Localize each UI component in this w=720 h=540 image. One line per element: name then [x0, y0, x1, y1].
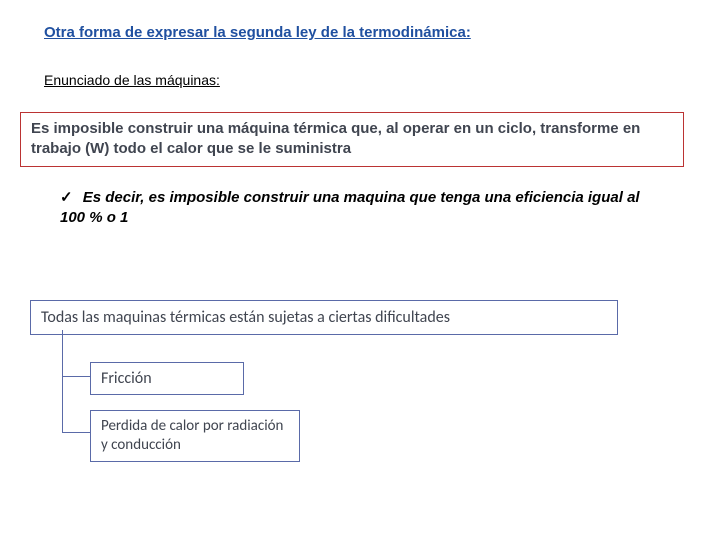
statement-box: Es imposible construir una máquina térmi… [20, 112, 684, 167]
difficulties-main-box: Todas las maquinas térmicas están sujeta… [30, 300, 618, 335]
connector-h1 [62, 376, 90, 377]
connector-h2 [62, 432, 90, 433]
page-title: Otra forma de expresar la segunda ley de… [44, 24, 471, 41]
conclusion-text: Es decir, es imposible construir una maq… [60, 189, 640, 226]
checkmark-icon: ✓ [60, 189, 73, 206]
difficulty-item-friction: Fricción [90, 362, 244, 395]
difficulty-item-heatloss: Perdida de calor por radiación y conducc… [90, 410, 300, 462]
subtitle: Enunciado de las máquinas: [44, 72, 220, 88]
conclusion-block: ✓ Es decir, es imposible construir una m… [60, 188, 660, 229]
connector-vertical [62, 330, 63, 432]
